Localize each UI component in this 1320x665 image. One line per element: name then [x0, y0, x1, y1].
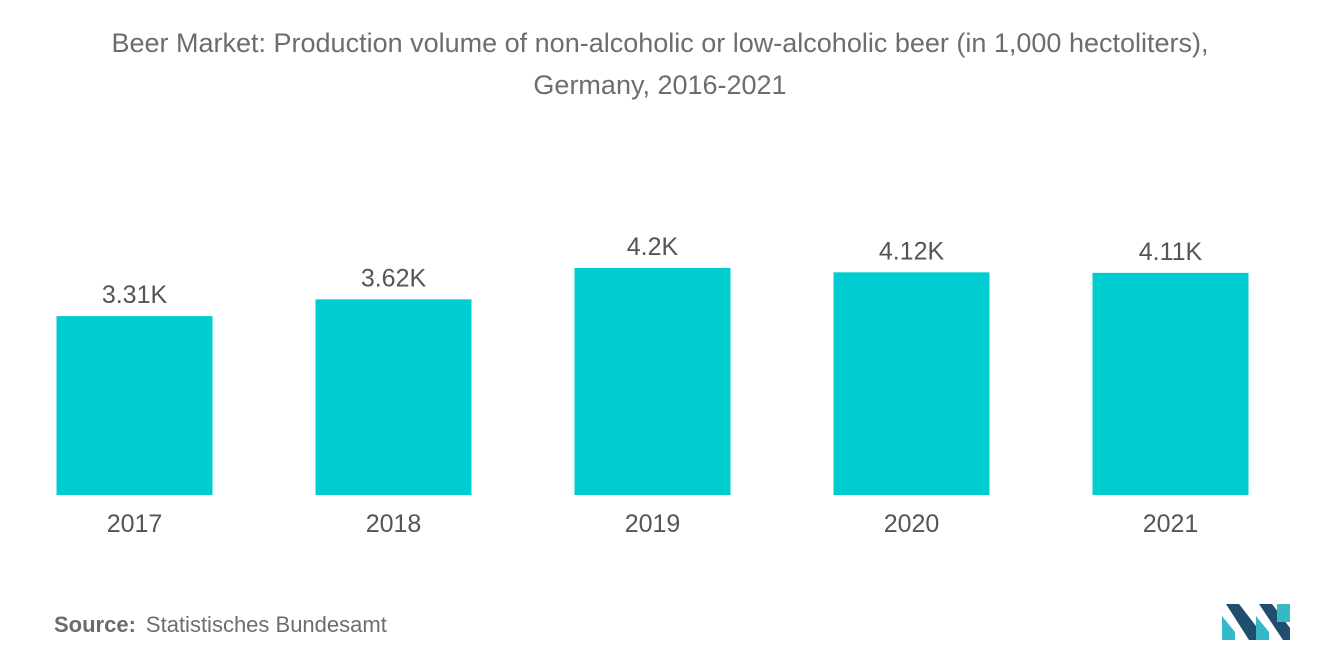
bar-2020	[833, 272, 990, 495]
logo-right-bar	[1277, 604, 1290, 622]
x-tick-label-2021: 2021	[1143, 510, 1199, 538]
chart-title-line1: Beer Market: Production volume of non-al…	[111, 28, 1209, 58]
logo-left-dark	[1226, 604, 1256, 640]
logo-left-light	[1222, 616, 1235, 640]
x-tick-label-2020: 2020	[884, 510, 940, 538]
chart-title-line2: Germany, 2016-2021	[533, 70, 787, 100]
data-label-2017: 3.31K	[102, 281, 168, 309]
x-tick-label-2018: 2018	[366, 510, 422, 538]
mordor-logo-icon	[1222, 604, 1290, 640]
data-label-2020: 4.12K	[879, 237, 945, 265]
bar-2019	[574, 268, 731, 495]
chart-title: Beer Market: Production volume of non-al…	[0, 22, 1320, 106]
data-label-2019: 4.2K	[627, 233, 679, 261]
x-tick-label-2019: 2019	[625, 510, 681, 538]
logo-mid-light	[1256, 616, 1269, 640]
data-label-2021: 4.11K	[1139, 238, 1203, 266]
bar-2021	[1092, 272, 1249, 495]
logo-right-dark	[1259, 604, 1290, 640]
bar-2018	[315, 299, 472, 495]
source-label: Source:	[54, 612, 136, 637]
x-tick-label-2017: 2017	[107, 510, 163, 538]
source-note: Source: Statistisches Bundesamt	[54, 612, 387, 638]
bar-2017	[56, 316, 213, 495]
source-value: Statistisches Bundesamt	[145, 612, 387, 637]
data-label-2018: 3.62K	[361, 264, 427, 292]
